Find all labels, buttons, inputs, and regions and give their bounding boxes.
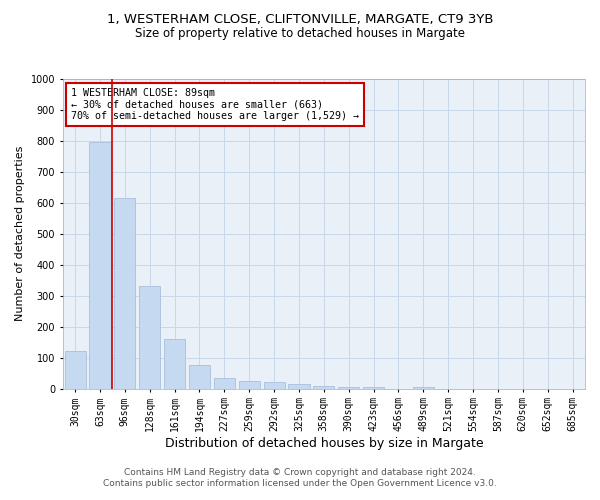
Bar xyxy=(338,387,359,388)
Text: Size of property relative to detached houses in Margate: Size of property relative to detached ho… xyxy=(135,28,465,40)
Text: 1, WESTERHAM CLOSE, CLIFTONVILLE, MARGATE, CT9 3YB: 1, WESTERHAM CLOSE, CLIFTONVILLE, MARGAT… xyxy=(107,12,493,26)
Bar xyxy=(189,366,210,388)
Bar xyxy=(139,286,160,388)
Bar xyxy=(164,339,185,388)
Bar xyxy=(89,142,110,388)
Text: Contains HM Land Registry data © Crown copyright and database right 2024.
Contai: Contains HM Land Registry data © Crown c… xyxy=(103,468,497,487)
Bar xyxy=(413,387,434,388)
Bar xyxy=(289,384,310,388)
Bar xyxy=(263,382,284,388)
Bar xyxy=(65,352,86,389)
X-axis label: Distribution of detached houses by size in Margate: Distribution of detached houses by size … xyxy=(164,437,483,450)
Bar xyxy=(313,386,334,388)
Bar xyxy=(363,387,384,388)
Y-axis label: Number of detached properties: Number of detached properties xyxy=(15,146,25,322)
Bar xyxy=(214,378,235,388)
Bar xyxy=(239,381,260,388)
Text: 1 WESTERHAM CLOSE: 89sqm
← 30% of detached houses are smaller (663)
70% of semi-: 1 WESTERHAM CLOSE: 89sqm ← 30% of detach… xyxy=(71,88,359,122)
Bar xyxy=(115,198,136,388)
